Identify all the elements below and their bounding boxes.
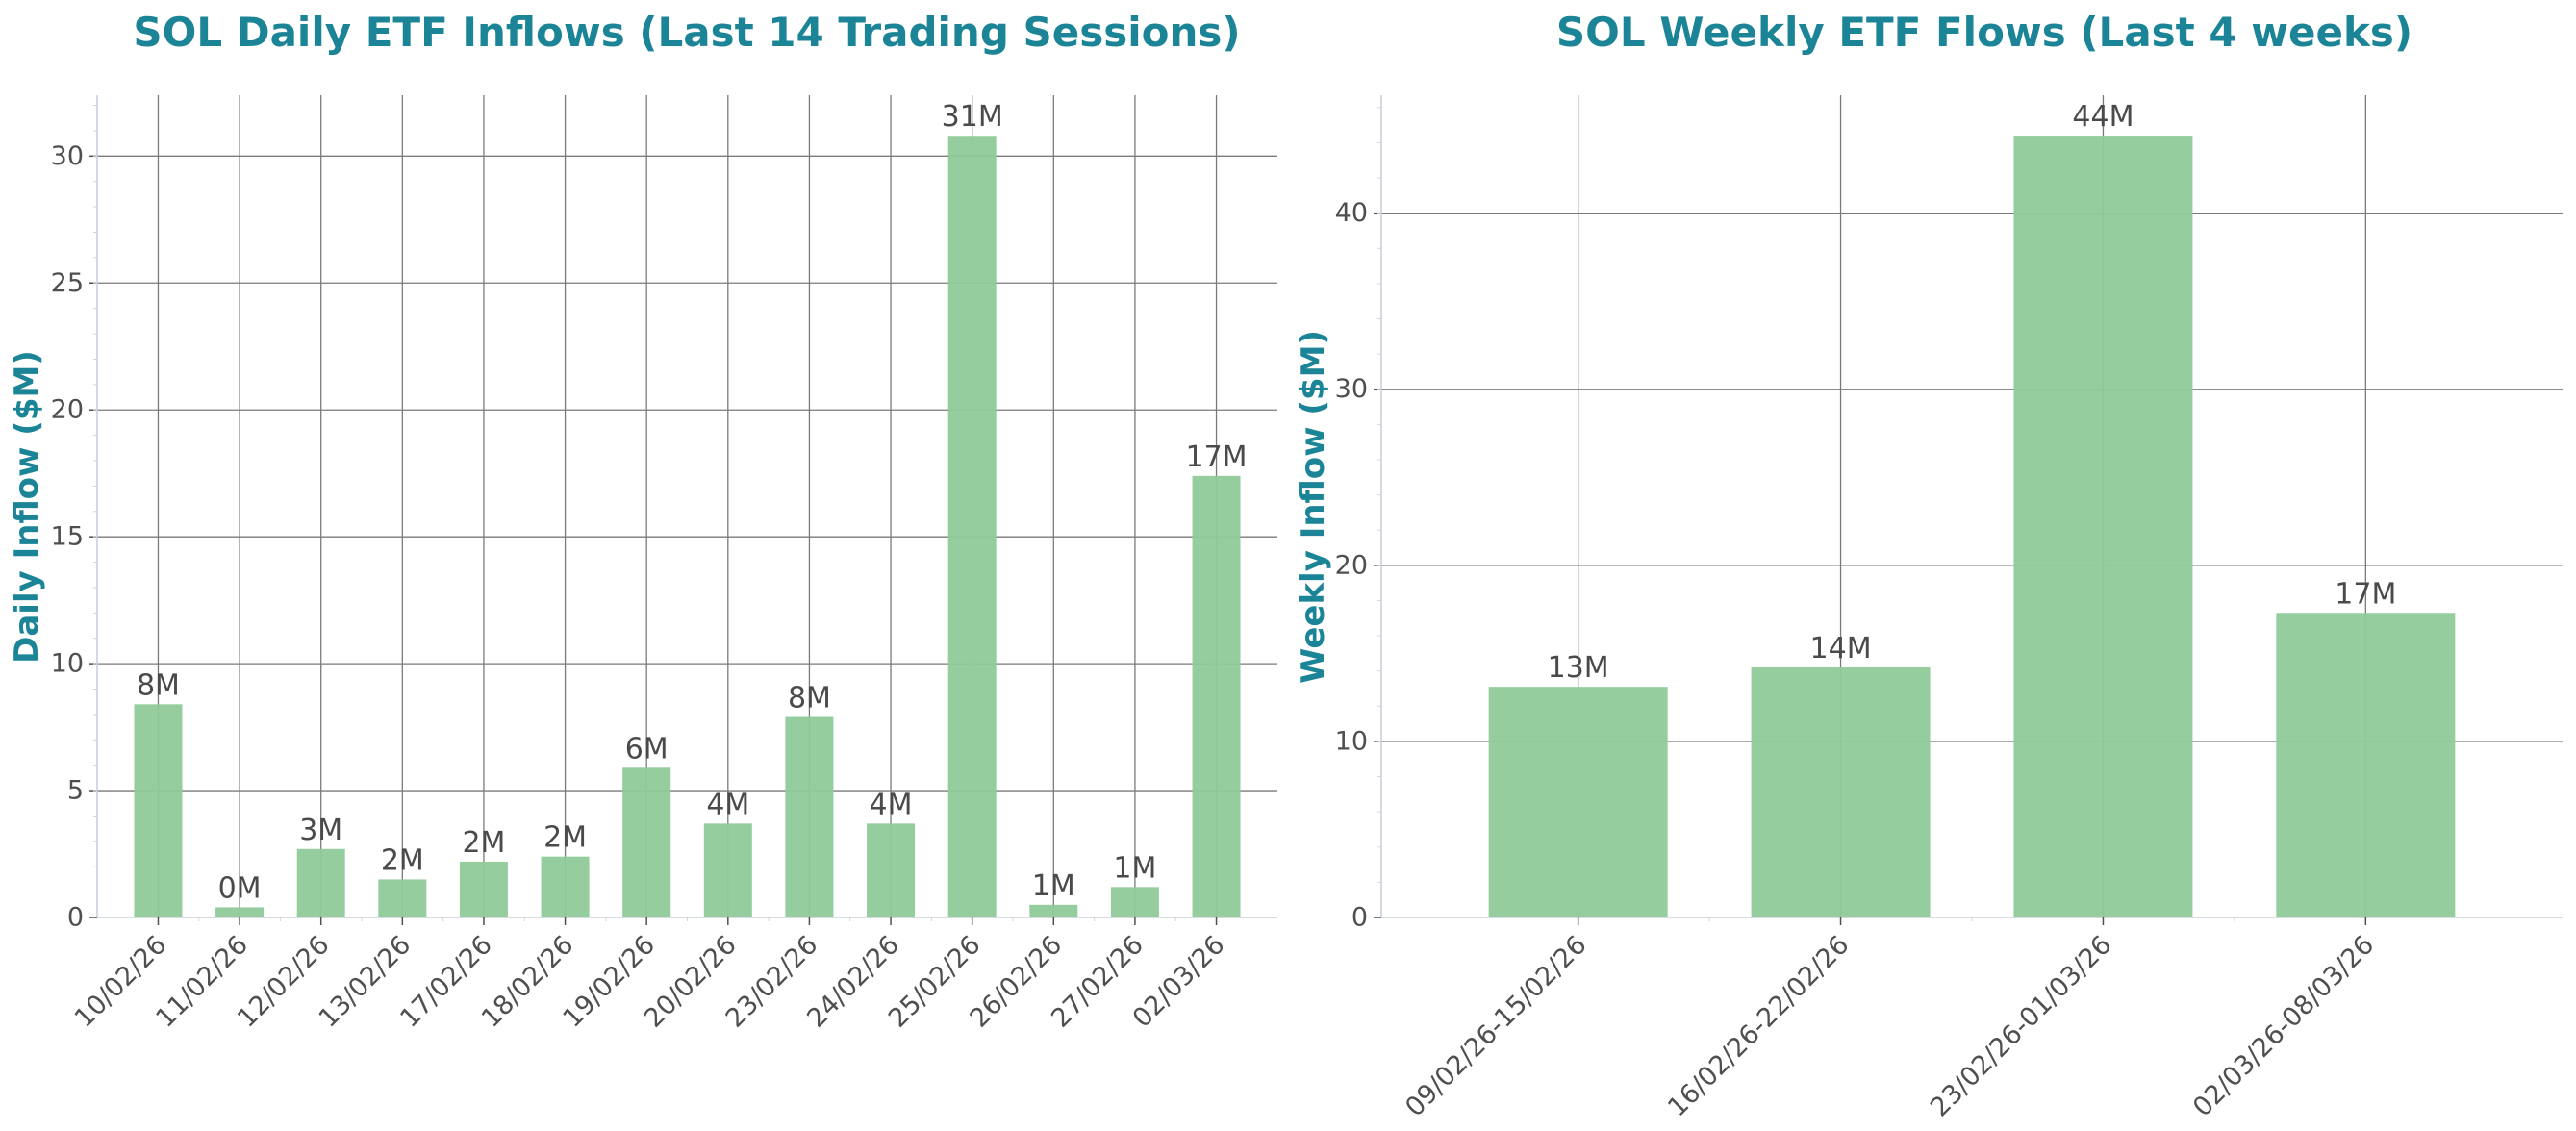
- y-tick-label: 25: [51, 268, 84, 298]
- data-label: 17M: [1186, 440, 1248, 474]
- chart-weekly: SOL Weekly ETF Flows (Last 4 weeks) Weekl…: [1294, 9, 2563, 1122]
- charts-canvas: SOL Daily ETF Inflows (Last 14 Trading S…: [0, 0, 2576, 1131]
- y-tick-label: 10: [1335, 726, 1368, 756]
- data-label: 8M: [788, 682, 831, 716]
- bar-27/02/26: [1111, 887, 1159, 917]
- y-axis-label: Daily Inflow ($M): [8, 350, 46, 664]
- data-label: 2M: [462, 826, 505, 860]
- bar-02/03/26-08/03/26: [2276, 613, 2455, 917]
- chart-daily: SOL Daily ETF Inflows (Last 14 Trading S…: [8, 9, 1277, 1034]
- y-tick-label: 20: [51, 395, 84, 425]
- y-tick-label: 0: [1351, 903, 1368, 933]
- bar-23/02/26-01/03/26: [2013, 136, 2192, 917]
- data-label: 0M: [218, 871, 262, 905]
- bar-09/02/26-15/02/26: [1489, 687, 1668, 917]
- data-label: 3M: [299, 814, 342, 847]
- y-tick-label: 20: [1335, 550, 1368, 580]
- bar-12/02/26: [297, 849, 345, 917]
- bar-11/02/26: [215, 907, 264, 917]
- x-tick-label: 09/02/26-15/02/26: [1400, 930, 1592, 1122]
- data-label: 6M: [625, 732, 669, 766]
- y-tick-label: 30: [51, 141, 84, 171]
- bar-23/02/26: [785, 717, 833, 917]
- data-label: 14M: [1810, 632, 1872, 666]
- chart-title: SOL Weekly ETF Flows (Last 4 weeks): [1556, 9, 2412, 56]
- bar-19/02/26: [622, 767, 670, 917]
- y-tick-label: 15: [51, 522, 84, 552]
- data-label: 4M: [706, 788, 749, 821]
- data-label: 17M: [2335, 577, 2396, 611]
- y-tick-label: 0: [67, 903, 84, 933]
- data-label: 1M: [1032, 869, 1075, 903]
- bar-02/03/26: [1193, 476, 1241, 917]
- bar-13/02/26: [378, 879, 426, 917]
- data-label: 8M: [137, 668, 180, 702]
- y-tick-label: 10: [51, 649, 84, 679]
- figure: SOL Daily ETF Inflows (Last 14 Trading S…: [0, 0, 2576, 1131]
- data-label: 31M: [942, 100, 1003, 134]
- data-label: 44M: [2072, 100, 2134, 134]
- bar-16/02/26-22/02/26: [1752, 667, 1931, 917]
- data-label: 1M: [1113, 851, 1156, 885]
- bar-20/02/26: [704, 823, 752, 917]
- y-tick-label: 40: [1335, 198, 1368, 228]
- bar-25/02/26: [948, 136, 997, 917]
- y-axis-label: Weekly Inflow ($M): [1294, 330, 1332, 684]
- x-tick-label: 02/03/26-08/03/26: [2187, 930, 2380, 1122]
- data-label: 13M: [1548, 651, 1609, 685]
- x-tick-label: 23/02/26-01/03/26: [1925, 930, 2117, 1122]
- bar-17/02/26: [460, 862, 508, 917]
- bar-18/02/26: [542, 857, 590, 917]
- y-tick-label: 30: [1335, 374, 1368, 404]
- chart-title: SOL Daily ETF Inflows (Last 14 Trading S…: [133, 9, 1240, 56]
- y-tick-label: 5: [67, 776, 84, 806]
- bar-24/02/26: [867, 823, 915, 917]
- data-label: 2M: [543, 821, 587, 855]
- data-label: 2M: [381, 843, 424, 877]
- data-label: 4M: [870, 788, 913, 821]
- bar-10/02/26: [134, 704, 182, 917]
- bar-26/02/26: [1029, 905, 1077, 917]
- x-tick-label: 16/02/26-22/02/26: [1662, 930, 1855, 1122]
